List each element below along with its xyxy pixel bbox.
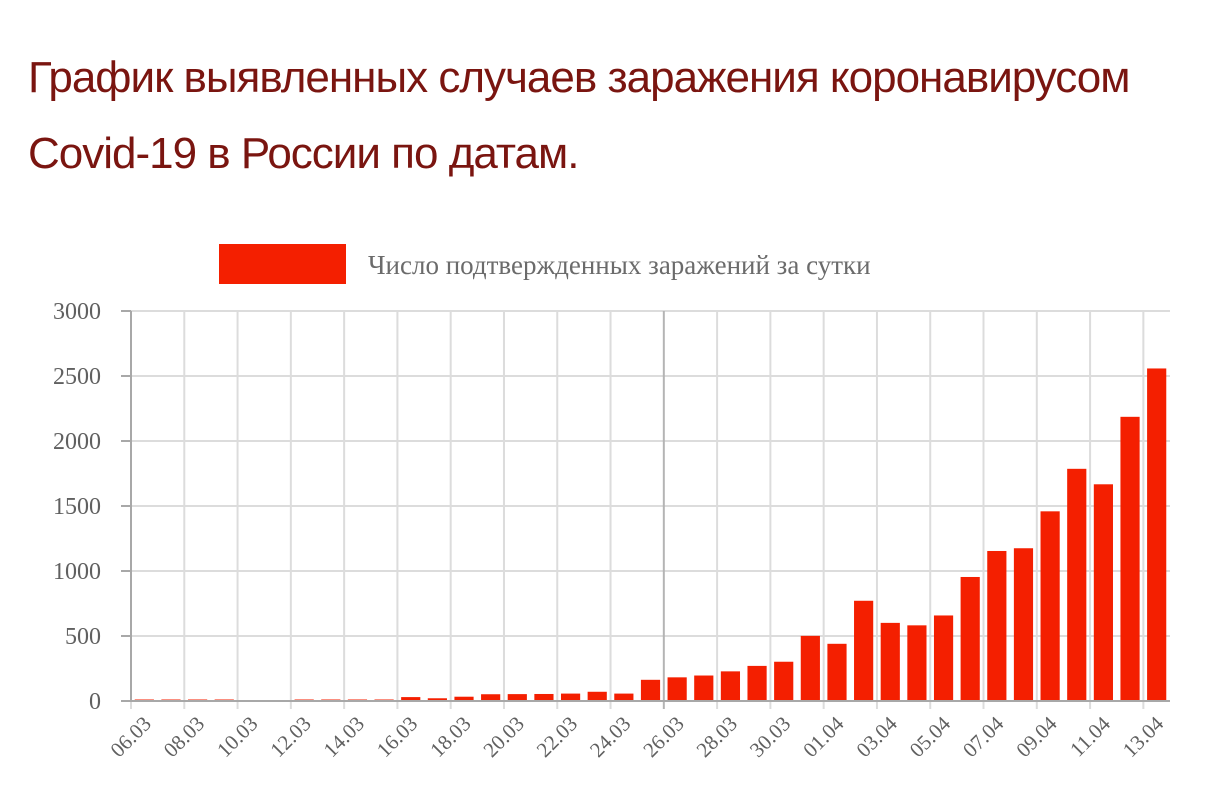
bar-20.03: [507, 694, 527, 701]
y-tick-label: 3000: [53, 299, 101, 325]
x-tick-label: 08.03: [159, 712, 209, 762]
y-tick-label: 0: [89, 689, 101, 715]
x-tick-label: 05.04: [905, 711, 956, 762]
x-tick-label: 11.04: [1065, 711, 1115, 761]
y-tick-label: 2000: [53, 429, 101, 455]
x-tick-label: 03.04: [851, 711, 902, 762]
bar-07.04: [987, 550, 1007, 701]
bar-04.04: [907, 625, 927, 701]
bar-31.03: [800, 635, 820, 701]
x-tick-label: 10.03: [212, 712, 262, 762]
x-tick-label: 07.04: [958, 711, 1009, 762]
bar-26.03: [667, 677, 687, 701]
y-tick-label: 1000: [53, 559, 101, 585]
bar-28.03: [720, 671, 741, 701]
bar-25.03: [640, 679, 661, 701]
x-axis-ticks: 06.03 08.03 10.03 12.03 14.03 16.03 18.03 20.03…: [105, 711, 1168, 762]
x-tick-label: 13.04: [1118, 711, 1169, 762]
x-tick-label: 30.03: [745, 712, 795, 762]
bars: [134, 368, 1167, 701]
legend-swatch: [219, 244, 346, 284]
x-tick-label: 20.03: [478, 712, 528, 762]
legend: Число подтвержденных заражений за сутки: [219, 244, 871, 284]
x-tick-label: 12.03: [265, 712, 315, 762]
bar-05.04: [933, 615, 954, 701]
bar-11.04: [1093, 484, 1113, 701]
x-tick-label: 01.04: [798, 711, 849, 762]
bar-01.04: [827, 643, 847, 701]
chart-title: График выявленных случаев заражения коро…: [28, 40, 1178, 192]
x-tick-label: 26.03: [638, 712, 688, 762]
y-tick-label: 2500: [53, 364, 101, 390]
bar-30.03: [774, 661, 794, 701]
bar-24.03: [614, 693, 634, 701]
x-tick-label: 09.04: [1011, 711, 1062, 762]
bar-13.04: [1147, 368, 1167, 701]
bar-22.03: [560, 693, 581, 701]
bar-03.04: [880, 622, 900, 701]
bar-27.03: [694, 675, 714, 701]
bar-09.04: [1040, 511, 1060, 701]
x-tick-label: 28.03: [692, 712, 742, 762]
y-tick-label: 500: [65, 624, 101, 650]
x-tick-label: 06.03: [105, 712, 155, 762]
bar-08.04: [1013, 548, 1034, 701]
x-tick-label: 22.03: [532, 712, 582, 762]
bar-18.03: [454, 696, 474, 701]
bar-06.04: [960, 576, 980, 701]
x-tick-label: 16.03: [372, 712, 422, 762]
bar-10.04: [1067, 468, 1087, 701]
bar-23.03: [587, 691, 607, 701]
x-tick-label: 14.03: [319, 712, 369, 762]
chart-title-line-1: График выявленных случаев заражения коро…: [28, 53, 1130, 102]
chart-title-line-2: Covid-19 в России по датам.: [28, 129, 579, 178]
x-tick-label: 24.03: [585, 712, 635, 762]
bar-12.04: [1120, 416, 1140, 701]
bar-02.04: [854, 600, 874, 701]
x-tick-label: 18.03: [425, 712, 475, 762]
bar-19.03: [481, 694, 501, 701]
legend-label: Число подтвержденных заражений за сутки: [368, 250, 871, 280]
bar-17.03: [427, 698, 447, 701]
bar-21.03: [534, 693, 554, 701]
y-tick-label: 1500: [53, 494, 101, 520]
y-axis-ticks: 0 500 1000 1500 2000 2500 3000: [53, 299, 131, 715]
bar-16.03: [401, 697, 421, 701]
bar-29.03: [747, 665, 767, 701]
